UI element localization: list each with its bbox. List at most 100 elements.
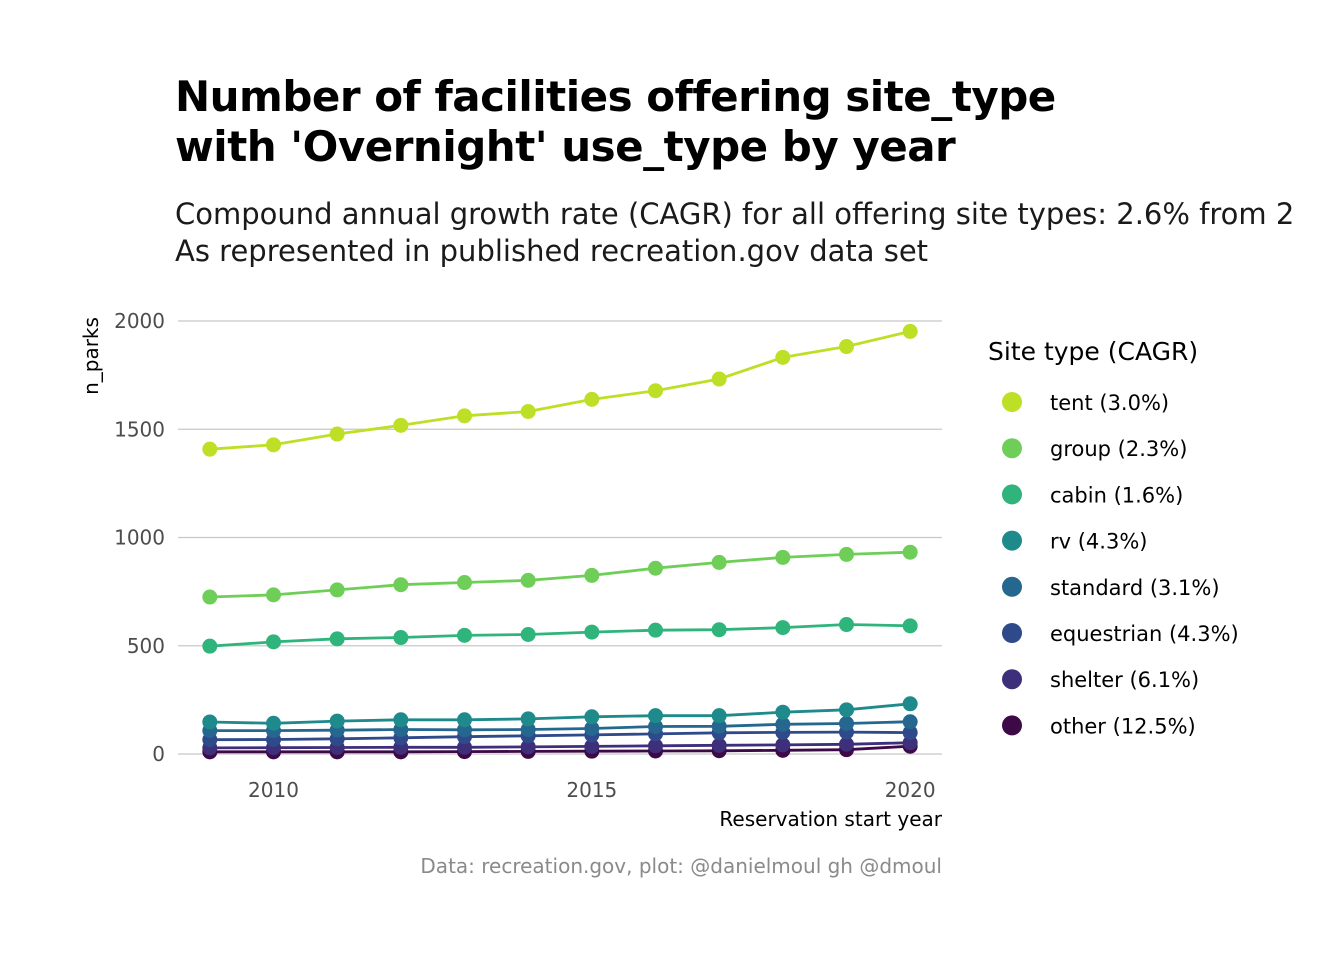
legend-key xyxy=(1002,392,1022,412)
data-point-shelter xyxy=(457,739,472,755)
data-point-shelter xyxy=(775,737,791,753)
data-point-standard xyxy=(584,720,600,736)
data-point-cabin xyxy=(584,624,600,640)
series-cabin xyxy=(202,617,918,654)
data-point-shelter xyxy=(584,738,600,754)
data-point-rv xyxy=(266,715,281,731)
data-point-rv xyxy=(202,714,218,730)
data-point-rv xyxy=(393,712,409,728)
data-point-group xyxy=(902,544,918,560)
x-axis-label: Reservation start year xyxy=(719,807,942,831)
data-point-standard xyxy=(711,718,727,734)
legend-key xyxy=(1002,576,1022,597)
data-point-cabin xyxy=(648,622,663,638)
data-point-group xyxy=(329,582,345,598)
chart-subtitle-line-1: Compound annual growth rate (CAGR) for a… xyxy=(175,197,1295,231)
legend-item-tent: tent (3.0%) xyxy=(1002,391,1169,415)
legend-label: other (12.5%) xyxy=(1050,714,1196,738)
chart-subtitle: Compound annual growth rate (CAGR) for a… xyxy=(175,196,1344,270)
legend-item-cabin: cabin (1.6%) xyxy=(1002,483,1183,507)
grid-lines xyxy=(178,320,942,755)
data-point-rv xyxy=(775,704,791,720)
series-group xyxy=(202,323,918,760)
legend-item-group: group (2.3%) xyxy=(1002,437,1187,461)
data-point-standard xyxy=(520,722,536,738)
series-group xyxy=(202,544,918,605)
legend-item-rv: rv (4.3%) xyxy=(1002,530,1147,554)
series-other xyxy=(202,738,918,760)
legend-item-shelter: shelter (6.1%) xyxy=(1002,668,1199,692)
data-point-rv xyxy=(648,708,663,724)
series-line-tent xyxy=(209,330,911,451)
series-line-shelter xyxy=(209,741,911,750)
data-point-cabin xyxy=(839,617,854,633)
data-point-cabin xyxy=(457,627,472,643)
legend-key xyxy=(1002,669,1022,690)
x-tick-label: 2015 xyxy=(566,778,617,802)
legend-key xyxy=(1002,530,1022,551)
data-point-tent xyxy=(393,417,409,433)
data-point-shelter xyxy=(839,736,854,752)
series-line-cabin xyxy=(209,623,911,648)
data-point-group xyxy=(393,577,409,593)
chart-title-line-1: Number of facilities offering site_type xyxy=(175,72,1056,121)
chart-title-line-2: with 'Overnight' use_type by year xyxy=(175,122,956,171)
legend-label: tent (3.0%) xyxy=(1050,391,1169,415)
legend-label: rv (4.3%) xyxy=(1050,530,1147,554)
chart-caption: Data: recreation.gov, plot: @danielmoul … xyxy=(420,854,942,878)
data-point-group xyxy=(520,572,536,588)
data-point-group xyxy=(839,546,854,562)
data-point-rv xyxy=(520,711,536,727)
x-axis-ticks: 2010 2015 2020 xyxy=(248,778,936,802)
data-point-group xyxy=(584,567,600,583)
legend-key xyxy=(1002,438,1022,459)
data-point-tent xyxy=(648,383,663,399)
data-point-rv xyxy=(902,696,918,712)
data-point-tent xyxy=(202,441,218,457)
series-line-rv xyxy=(209,702,911,725)
data-point-rv xyxy=(584,709,600,725)
series-tent xyxy=(202,323,918,457)
data-point-equestrian xyxy=(902,725,918,741)
data-point-tent xyxy=(457,408,472,424)
chart-subtitle-line-2: As represented in published recreation.g… xyxy=(175,234,929,268)
chart-title: Number of facilities offering site_type … xyxy=(175,72,1275,172)
y-axis-label: n_parks xyxy=(79,317,103,395)
y-tick-label: 1000 xyxy=(114,526,165,550)
legend-title: Site type (CAGR) xyxy=(988,337,1198,366)
data-point-standard xyxy=(839,715,854,731)
data-point-shelter xyxy=(711,737,727,753)
y-tick-label: 0 xyxy=(152,742,165,766)
x-tick-label: 2010 xyxy=(248,778,299,802)
y-tick-label: 500 xyxy=(127,634,165,658)
x-tick-label: 2020 xyxy=(885,778,936,802)
data-point-rv xyxy=(839,702,854,718)
data-point-tent xyxy=(266,437,281,453)
data-point-group xyxy=(457,575,472,591)
data-point-rv xyxy=(457,712,472,728)
data-point-standard xyxy=(902,714,918,730)
legend-label: shelter (6.1%) xyxy=(1050,668,1199,692)
data-point-group xyxy=(775,549,791,565)
data-point-rv xyxy=(711,708,727,724)
data-point-shelter xyxy=(520,739,536,755)
data-point-cabin xyxy=(902,618,918,634)
y-tick-label: 1500 xyxy=(114,417,165,441)
data-point-cabin xyxy=(266,634,281,650)
y-tick-label: 2000 xyxy=(114,309,165,333)
legend-item-standard: standard (3.1%) xyxy=(1002,576,1220,600)
y-axis-ticks: 0 500 1000 1500 2000 xyxy=(114,309,165,766)
data-point-group xyxy=(648,560,663,576)
data-point-tent xyxy=(711,371,727,387)
data-point-cabin xyxy=(393,630,409,646)
data-point-rv xyxy=(329,713,345,729)
data-point-cabin xyxy=(711,622,727,638)
data-point-standard xyxy=(648,719,663,735)
legend-key xyxy=(1002,715,1022,736)
data-point-group xyxy=(711,554,727,570)
legend-key xyxy=(1002,623,1022,643)
legend-label: equestrian (4.3%) xyxy=(1050,622,1239,646)
data-point-standard xyxy=(775,716,791,732)
data-point-cabin xyxy=(775,620,791,636)
data-point-tent xyxy=(775,349,791,365)
